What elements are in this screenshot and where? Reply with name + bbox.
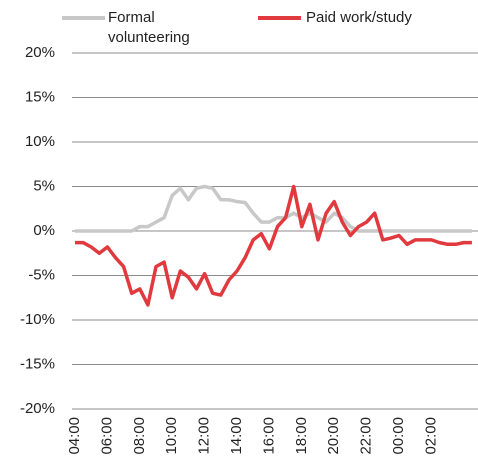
y-tick-label: 0% — [33, 222, 55, 239]
x-tick-label: 02:00 — [422, 417, 439, 455]
x-tick-label: 16:00 — [260, 417, 277, 455]
legend-label: Paid work/study — [306, 9, 412, 26]
y-tick-label: -15% — [20, 355, 55, 372]
series-line — [75, 184, 472, 307]
y-tick-label: 5% — [33, 177, 55, 194]
x-tick-label: 14:00 — [228, 417, 245, 455]
series-line — [75, 184, 472, 233]
x-tick-label: 10:00 — [163, 417, 180, 455]
x-tick-label: 06:00 — [98, 417, 115, 455]
legend-label: Formal volunteering — [108, 9, 190, 46]
x-tick-label: 04:00 — [66, 417, 83, 455]
x-tick-label: 12:00 — [196, 417, 213, 455]
y-tick-label: 20% — [25, 44, 55, 61]
x-tick-label: 08:00 — [131, 417, 148, 455]
y-tick-label: 15% — [25, 88, 55, 105]
y-tick-label: 10% — [25, 133, 55, 150]
y-tick-label: -5% — [28, 266, 55, 283]
y-tick-label: -20% — [20, 400, 55, 417]
x-tick-label: 22:00 — [358, 417, 375, 455]
y-tick-label: -10% — [20, 311, 55, 328]
x-tick-label: 00:00 — [390, 417, 407, 455]
x-tick-label: 18:00 — [293, 417, 310, 455]
x-tick-label: 20:00 — [325, 417, 342, 455]
